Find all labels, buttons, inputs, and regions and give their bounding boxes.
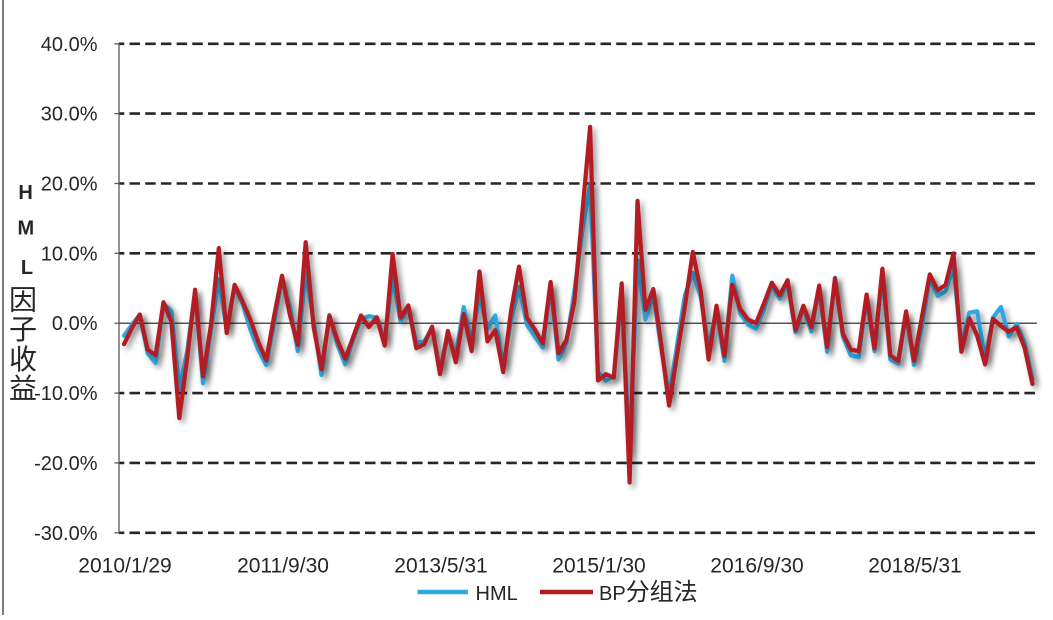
svg-text:子: 子 [9,314,37,345]
svg-text:收: 收 [9,344,37,375]
svg-text:2018/5/31: 2018/5/31 [868,555,961,578]
svg-text:20.0%: 20.0% [41,174,98,196]
svg-text:益: 益 [9,373,37,404]
svg-text:40.0%: 40.0% [41,34,98,56]
svg-text:30.0%: 30.0% [41,104,98,126]
svg-text:-20.0%: -20.0% [34,453,98,475]
svg-text:HML: HML [476,583,518,605]
svg-text:10.0%: 10.0% [41,243,98,265]
svg-text:L: L [21,257,33,279]
svg-text:-10.0%: -10.0% [34,383,98,405]
svg-text:BP分组法: BP分组法 [599,579,698,606]
svg-text:2016/9/30: 2016/9/30 [710,555,803,578]
svg-text:H: H [18,182,32,204]
svg-text:2010/1/29: 2010/1/29 [78,555,171,578]
svg-text:2013/5/31: 2013/5/31 [394,555,487,578]
svg-text:0.0%: 0.0% [52,313,98,335]
svg-text:因: 因 [9,285,37,316]
svg-text:2011/9/30: 2011/9/30 [237,555,329,578]
svg-text:2015/1/30: 2015/1/30 [552,555,645,578]
svg-text:-30.0%: -30.0% [34,523,98,545]
svg-text:M: M [17,218,34,240]
